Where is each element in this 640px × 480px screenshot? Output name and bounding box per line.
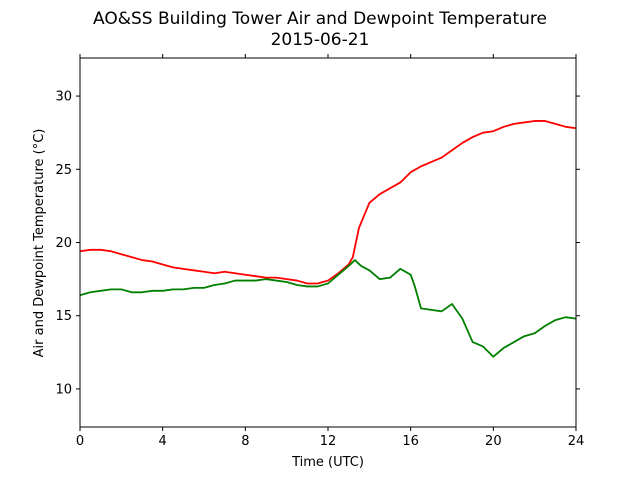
chart-subtitle: 2015-06-21 xyxy=(271,30,370,50)
y-tick-label: 30 xyxy=(55,90,72,105)
y-tick-label: 15 xyxy=(55,309,72,324)
y-tick-label: 20 xyxy=(55,236,72,251)
x-tick-label: 4 xyxy=(159,434,167,449)
y-axis-label: Air and Dewpoint Temperature (°C) xyxy=(32,129,47,358)
x-tick-label: 12 xyxy=(320,434,337,449)
x-tick-label: 8 xyxy=(241,434,249,449)
plot-frame xyxy=(79,57,577,428)
x-tick-label: 24 xyxy=(568,434,585,449)
x-tick-label: 0 xyxy=(76,434,84,449)
y-tick-label: 10 xyxy=(55,382,72,397)
y-tick-label: 25 xyxy=(55,163,72,178)
series-group xyxy=(79,120,577,358)
x-tick-label: 20 xyxy=(485,434,502,449)
series-line-0 xyxy=(79,120,577,285)
series-line-1 xyxy=(79,259,577,358)
chart-title: AO&SS Building Tower Air and Dewpoint Te… xyxy=(93,9,547,29)
x-tick-label: 16 xyxy=(402,434,419,449)
axis-ticks: 0 4 8 12 16 20 24 10 15 20 25 30 xyxy=(55,54,584,449)
x-axis-label: Time (UTC) xyxy=(291,455,364,470)
